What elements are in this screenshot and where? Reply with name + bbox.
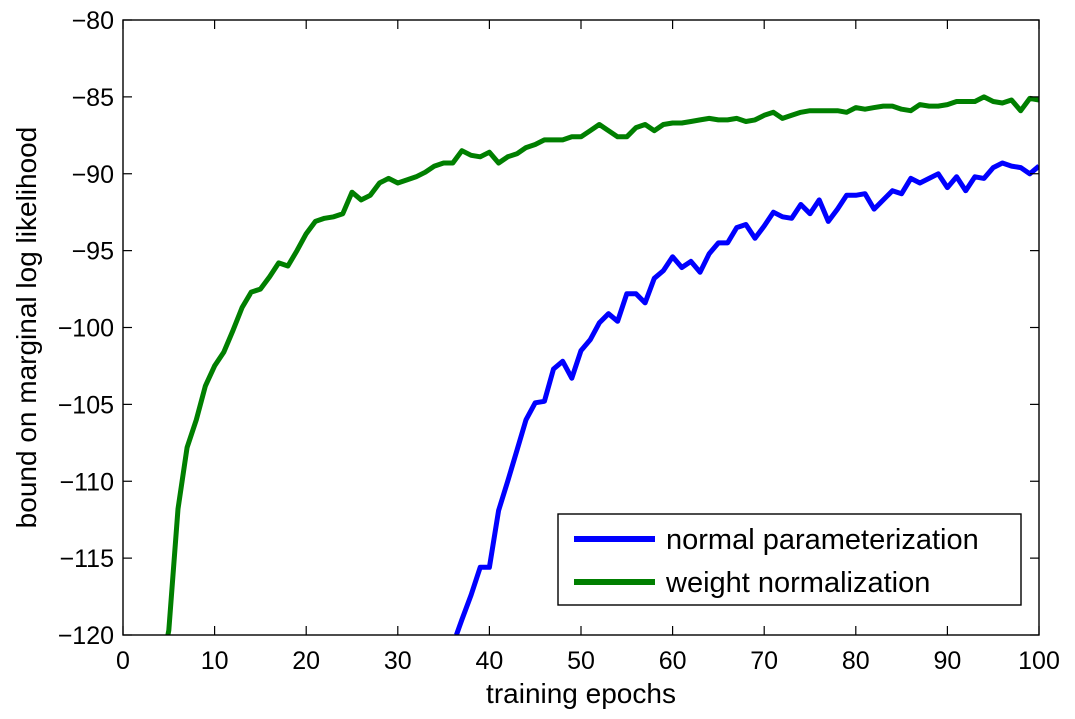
legend-box [557, 513, 1022, 606]
x-tick-label: 60 [659, 647, 687, 675]
y-tick-label: −90 [72, 161, 114, 189]
y-tick-label: −115 [60, 545, 114, 573]
x-tick-label: 50 [567, 647, 595, 675]
legend: normal parameterization weight normaliza… [557, 513, 1022, 606]
series-line-weight-normalization [165, 94, 1039, 635]
y-tick-label: −100 [58, 315, 114, 343]
y-axis-label: bound on marginal log likelihood [11, 127, 42, 529]
x-tick-label: 90 [933, 647, 961, 675]
x-tick-label: 40 [475, 647, 503, 675]
legend-label-weight-normalization: weight normalization [665, 567, 930, 599]
y-tick-label: −110 [60, 468, 114, 496]
y-tick-label: −80 [72, 7, 114, 35]
legend-label-normal-parameterization: normal parameterization [666, 524, 979, 556]
x-tick-label: 0 [116, 647, 130, 675]
x-tick-label: 100 [1018, 647, 1060, 675]
series-layer [165, 94, 1039, 635]
series-line-normal-parameterization [454, 160, 1039, 635]
x-tick-label: 30 [384, 647, 412, 675]
x-tick-label: 20 [292, 647, 320, 675]
y-tick-label: −105 [58, 391, 114, 419]
x-axis-label: training epochs [486, 678, 676, 709]
axis-ticks: 0 10 20 30 40 50 60 70 80 90 100 −80 −85 −90 −95 −100 −1… [58, 7, 1060, 675]
x-tick-label: 70 [750, 647, 778, 675]
x-tick-label: 10 [201, 647, 229, 675]
y-tick-label: −120 [58, 622, 114, 650]
y-tick-label: −85 [72, 84, 114, 112]
x-tick-label: 80 [842, 647, 870, 675]
y-tick-label: −95 [72, 238, 114, 266]
